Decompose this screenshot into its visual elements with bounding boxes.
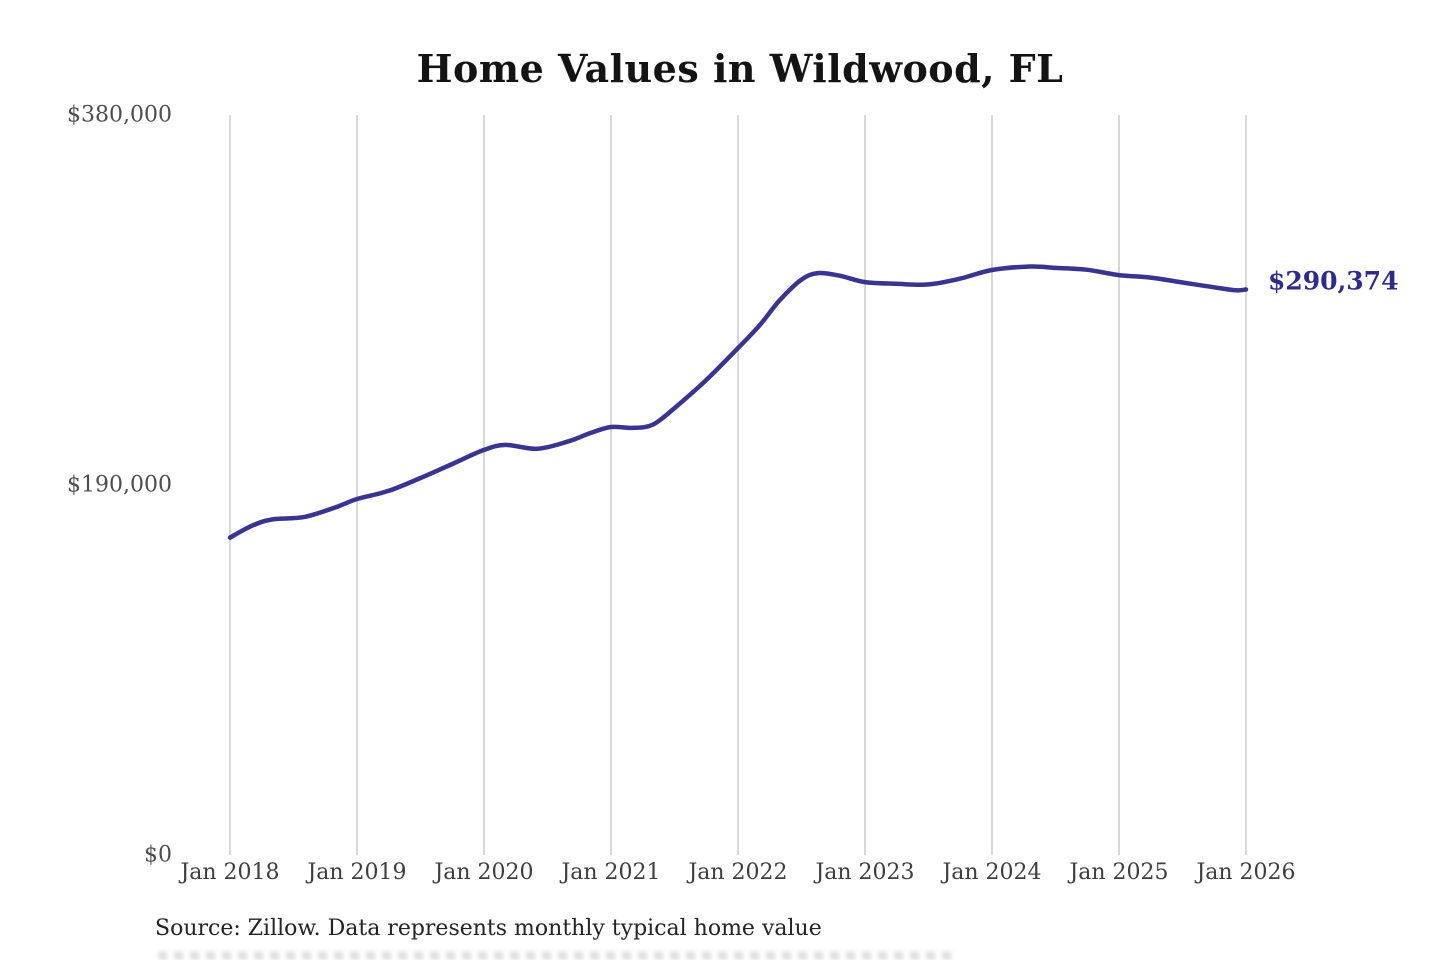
cropped-text-artifact: [158, 951, 958, 960]
x-tick-label-2021: Jan 2021: [561, 860, 661, 885]
x-tick-label-2026: Jan 2026: [1196, 860, 1296, 885]
gridlines: [229, 115, 1247, 855]
y-tick-label: $380,000: [67, 102, 172, 128]
y-tick-label: $190,000: [67, 472, 172, 498]
x-tick-label-2019: Jan 2019: [307, 860, 407, 885]
x-tick-label-2018: Jan 2018: [180, 860, 280, 885]
x-tick-label-2025: Jan 2025: [1069, 860, 1169, 885]
y-tick-label: $0: [144, 842, 172, 868]
x-tick-label-2024: Jan 2024: [942, 860, 1042, 885]
chart-title: Home Values in Wildwood, FL: [416, 46, 1064, 91]
x-tick-label-2020: Jan 2020: [434, 860, 534, 885]
x-tick-label-2022: Jan 2022: [688, 860, 788, 885]
source-note: Source: Zillow. Data represents monthly …: [155, 916, 822, 941]
latest-value-label: $290,374: [1268, 266, 1399, 296]
home-value-line: [227, 264, 1249, 540]
x-tick-label-2023: Jan 2023: [815, 860, 915, 885]
